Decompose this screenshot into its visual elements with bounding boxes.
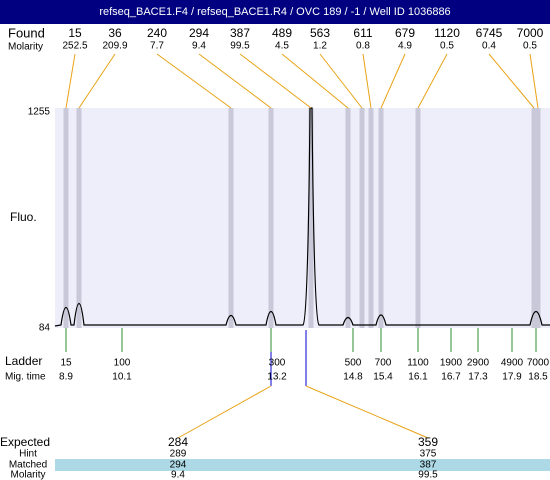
peak-connector xyxy=(319,53,363,109)
expected-matched: 294 xyxy=(170,460,187,471)
peak-band xyxy=(308,108,314,328)
peak-band xyxy=(63,108,69,328)
peak-size: 240 xyxy=(147,26,167,40)
peak-connector xyxy=(380,53,406,109)
expected-molarity: 99.5 xyxy=(418,470,438,480)
peak-molarity: 1.2 xyxy=(313,41,327,52)
ladder-time: 16.7 xyxy=(441,372,461,383)
peak-size: 7000 xyxy=(517,26,544,40)
expected-hint: 289 xyxy=(170,449,187,460)
peak-size: 294 xyxy=(189,26,209,40)
peak-size: 1120 xyxy=(434,26,460,40)
peak-size: 6745 xyxy=(476,26,503,40)
connector xyxy=(305,385,429,439)
ladder-size: 15 xyxy=(60,358,72,369)
peak-connector xyxy=(156,53,232,109)
mig-time-label: Mig. time xyxy=(5,372,46,383)
matched-row xyxy=(55,459,550,471)
plot-area xyxy=(55,108,550,328)
expected-hint: 375 xyxy=(420,449,437,460)
peak-size: 489 xyxy=(272,26,292,40)
expected-expected: 284 xyxy=(168,435,188,449)
peak-molarity: 0.5 xyxy=(440,41,454,52)
peak-molarity: 0.5 xyxy=(523,41,537,52)
ladder-size: 7000 xyxy=(527,358,550,369)
ladder-time: 17.3 xyxy=(468,372,488,383)
peak-connector xyxy=(488,53,535,109)
peak-size: 387 xyxy=(230,26,250,40)
title: refseq_BACE1.F4 / refseq_BACE1.R4 / OVC … xyxy=(99,6,450,18)
ladder-time: 15.4 xyxy=(373,372,393,383)
ladder-label: Ladder xyxy=(5,354,42,368)
peak-band xyxy=(378,108,384,328)
peak-band xyxy=(359,108,365,328)
peak-band xyxy=(415,108,421,328)
expected-molarity: 9.4 xyxy=(171,470,185,480)
peak-connector xyxy=(281,53,349,109)
row-label: Matched xyxy=(9,460,47,471)
peak-molarity: 209.9 xyxy=(102,41,127,52)
peak-band xyxy=(228,108,234,328)
expected-expected: 359 xyxy=(418,435,438,449)
peak-molarity: 4.9 xyxy=(398,41,412,52)
peak-molarity: 252.5 xyxy=(62,41,87,52)
ladder-time: 17.9 xyxy=(502,372,522,383)
trace xyxy=(54,107,550,327)
molarity-label: Molarity xyxy=(8,42,43,53)
ladder-time: 10.1 xyxy=(112,372,132,383)
row-label: Hint xyxy=(19,449,37,460)
row-label: Expected xyxy=(0,435,50,449)
ladder-time: 18.5 xyxy=(528,372,548,383)
ladder-time: 13.2 xyxy=(267,372,287,383)
peak-band xyxy=(531,108,537,328)
ladder-time: 16.1 xyxy=(408,372,428,383)
peak-band xyxy=(368,108,374,328)
ladder-size: 300 xyxy=(269,358,286,369)
peak-band xyxy=(268,108,274,328)
peak-size: 15 xyxy=(68,26,82,40)
peak-molarity: 4.5 xyxy=(275,41,289,52)
ladder-size: 1900 xyxy=(440,358,463,369)
expected-matched: 387 xyxy=(420,460,437,471)
y-axis-label: Fluo. xyxy=(10,210,37,224)
ladder-size: 1100 xyxy=(407,358,429,369)
connector xyxy=(177,385,272,439)
peak-molarity: 9.4 xyxy=(192,41,206,52)
peak-molarity: 0.4 xyxy=(482,41,496,52)
peak-band xyxy=(345,108,351,328)
title-bar xyxy=(0,0,550,24)
peak-connector xyxy=(239,53,312,109)
ladder-size: 4900 xyxy=(501,358,524,369)
peak-size: 611 xyxy=(353,26,372,40)
peak-connector xyxy=(65,53,76,109)
peak-size: 36 xyxy=(108,26,122,40)
peak-connector xyxy=(78,53,116,109)
peak-molarity: 0.8 xyxy=(356,41,370,52)
peak-molarity: 7.7 xyxy=(150,41,164,52)
peak-connector xyxy=(529,53,539,109)
row-label: Molarity xyxy=(10,470,45,480)
peak-size: 563 xyxy=(310,26,330,40)
ladder-size: 100 xyxy=(114,358,131,369)
ladder-time: 14.8 xyxy=(343,372,363,383)
ladder-size: 500 xyxy=(345,358,362,369)
y-max-label: 1255 xyxy=(28,107,51,118)
peak-connector xyxy=(417,53,448,109)
y-min-label: 84 xyxy=(39,323,51,334)
peak-molarity: 99.5 xyxy=(230,41,250,52)
ladder-size: 2900 xyxy=(467,358,490,369)
peak-band xyxy=(535,108,541,328)
peak-connector xyxy=(362,53,372,109)
peak-connector xyxy=(198,53,272,109)
found-label: Found xyxy=(8,25,45,40)
ladder-time: 8.9 xyxy=(59,372,73,383)
peak-size: 679 xyxy=(395,26,415,40)
ladder-size: 700 xyxy=(375,358,392,369)
peak-band xyxy=(76,108,82,328)
